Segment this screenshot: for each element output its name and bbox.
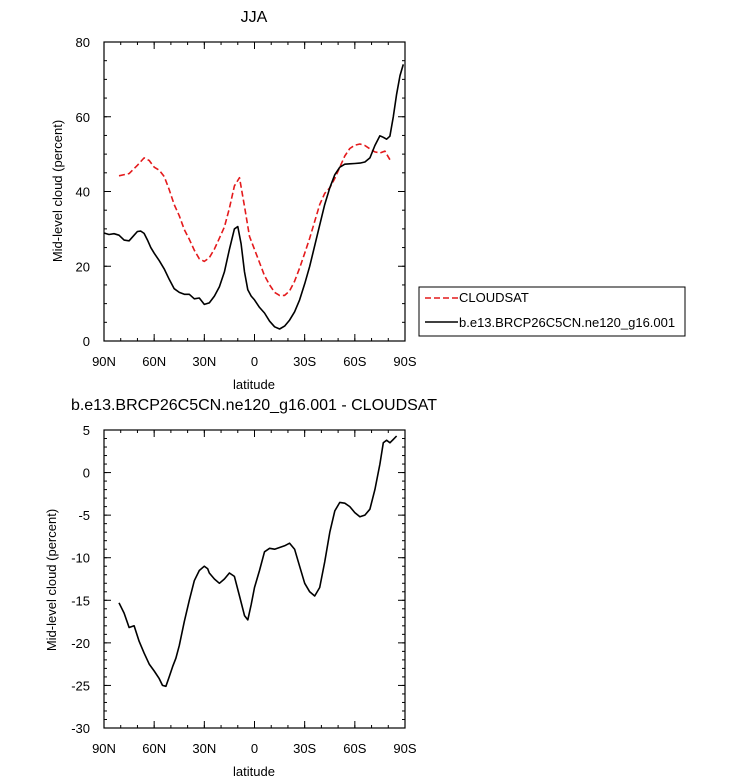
x-tick-label: 60N bbox=[142, 354, 166, 369]
x-tick-label: 0 bbox=[251, 354, 258, 369]
bottom-y-axis-label: Mid-level cloud (percent) bbox=[44, 509, 59, 651]
bottom-series-lines bbox=[118, 435, 398, 688]
x-tick-label: 60S bbox=[343, 354, 366, 369]
x-tick-label: 0 bbox=[251, 741, 258, 756]
x-tick-label: 30N bbox=[192, 741, 216, 756]
y-tick-label: 60 bbox=[76, 110, 90, 125]
y-tick-label: 80 bbox=[76, 35, 90, 50]
y-tick-label: -30 bbox=[71, 721, 90, 736]
bottom-panel: b.e13.BRCP26C5CN.ne120_g16.001 - CLOUDSA… bbox=[44, 397, 437, 779]
bottom-plot-frame bbox=[103, 429, 406, 729]
legend-box bbox=[418, 286, 686, 337]
y-tick-label: 20 bbox=[76, 259, 90, 274]
y-tick-label: -15 bbox=[71, 593, 90, 608]
legend-label-model: b.e13.BRCP26C5CN.ne120_g16.001 bbox=[459, 315, 675, 330]
legend-label-cloudsat: CLOUDSAT bbox=[459, 290, 529, 305]
x-tick-label: 90S bbox=[393, 741, 416, 756]
series-line-difference bbox=[118, 435, 398, 688]
series-line-cloudsat bbox=[118, 143, 391, 297]
top-x-axis-label: latitude bbox=[233, 377, 275, 392]
y-tick-label: -10 bbox=[71, 551, 90, 566]
x-tick-label: 60S bbox=[343, 741, 366, 756]
y-tick-label: 0 bbox=[83, 334, 90, 349]
top-panel: JJA 90N 60N 30N 0 30S 60S 90S 0 20 40 60 80 latitu… bbox=[50, 9, 686, 392]
y-tick-label: 0 bbox=[83, 466, 90, 481]
top-x-tick-labels: 90N 60N 30N 0 30S 60S 90S bbox=[92, 354, 417, 369]
series-line-b-e13-brcp26c5cn-ne120-g16-001 bbox=[103, 64, 405, 330]
x-tick-label: 30S bbox=[293, 741, 316, 756]
y-tick-label: 40 bbox=[76, 185, 90, 200]
x-tick-label: 60N bbox=[142, 741, 166, 756]
x-tick-label: 90N bbox=[92, 354, 116, 369]
top-y-axis-label: Mid-level cloud (percent) bbox=[50, 120, 65, 262]
y-tick-label: -5 bbox=[78, 508, 90, 523]
top-plot-frame bbox=[103, 41, 406, 342]
x-tick-label: 30N bbox=[192, 354, 216, 369]
y-tick-label: -25 bbox=[71, 678, 90, 693]
y-tick-label: -20 bbox=[71, 636, 90, 651]
bottom-chart-title: b.e13.BRCP26C5CN.ne120_g16.001 - CLOUDSA… bbox=[71, 397, 437, 414]
top-chart-title: JJA bbox=[241, 9, 268, 26]
x-tick-label: 30S bbox=[293, 354, 316, 369]
bottom-x-tick-labels: 90N 60N 30N 0 30S 60S 90S bbox=[92, 741, 417, 756]
top-axis-ticks bbox=[103, 41, 406, 342]
y-tick-label: 5 bbox=[83, 423, 90, 438]
top-y-tick-labels: 0 20 40 60 80 bbox=[76, 35, 90, 349]
bottom-y-tick-labels: -30 -25 -20 -15 -10 -5 0 5 bbox=[71, 423, 90, 736]
bottom-x-axis-label: latitude bbox=[233, 764, 275, 779]
x-tick-label: 90N bbox=[92, 741, 116, 756]
bottom-axis-ticks bbox=[103, 429, 406, 729]
legend: CLOUDSAT b.e13.BRCP26C5CN.ne120_g16.001 bbox=[418, 286, 686, 337]
x-tick-label: 90S bbox=[393, 354, 416, 369]
top-series-lines bbox=[103, 64, 405, 330]
